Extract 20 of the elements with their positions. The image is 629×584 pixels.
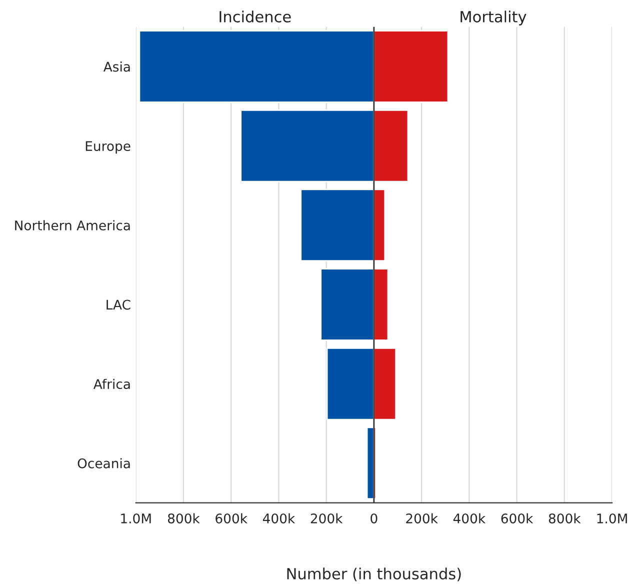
x-tick-label: 400k — [453, 513, 486, 524]
x-axis-title: Number (in thousands) — [287, 568, 461, 582]
x-tick-label: 1.0M — [597, 513, 627, 524]
y-tick-label: Europe — [86, 141, 130, 154]
x-tick-label: 400k — [262, 513, 296, 524]
x-tick-label: 800k — [168, 513, 200, 524]
series-label: Mortality — [460, 10, 526, 26]
series-label: Incidence — [220, 10, 291, 22]
x-tick-label: 200k — [406, 513, 438, 524]
y-tick-label: Oceania — [78, 458, 130, 468]
y-tick-label: Asia — [103, 62, 130, 72]
y-tick-label: Africa — [93, 378, 130, 390]
x-tick-label: 800k — [548, 513, 581, 524]
x-tick-label: 200k — [310, 513, 343, 524]
x-tick-label: 0 — [370, 513, 378, 524]
y-tick-label: LAC — [106, 300, 130, 310]
y-tick-label: Northern America — [15, 220, 130, 230]
x-tick-label: 1.0M — [121, 513, 151, 524]
x-tick-label: 600k — [216, 513, 248, 524]
x-tick-label: 600k — [501, 513, 534, 524]
